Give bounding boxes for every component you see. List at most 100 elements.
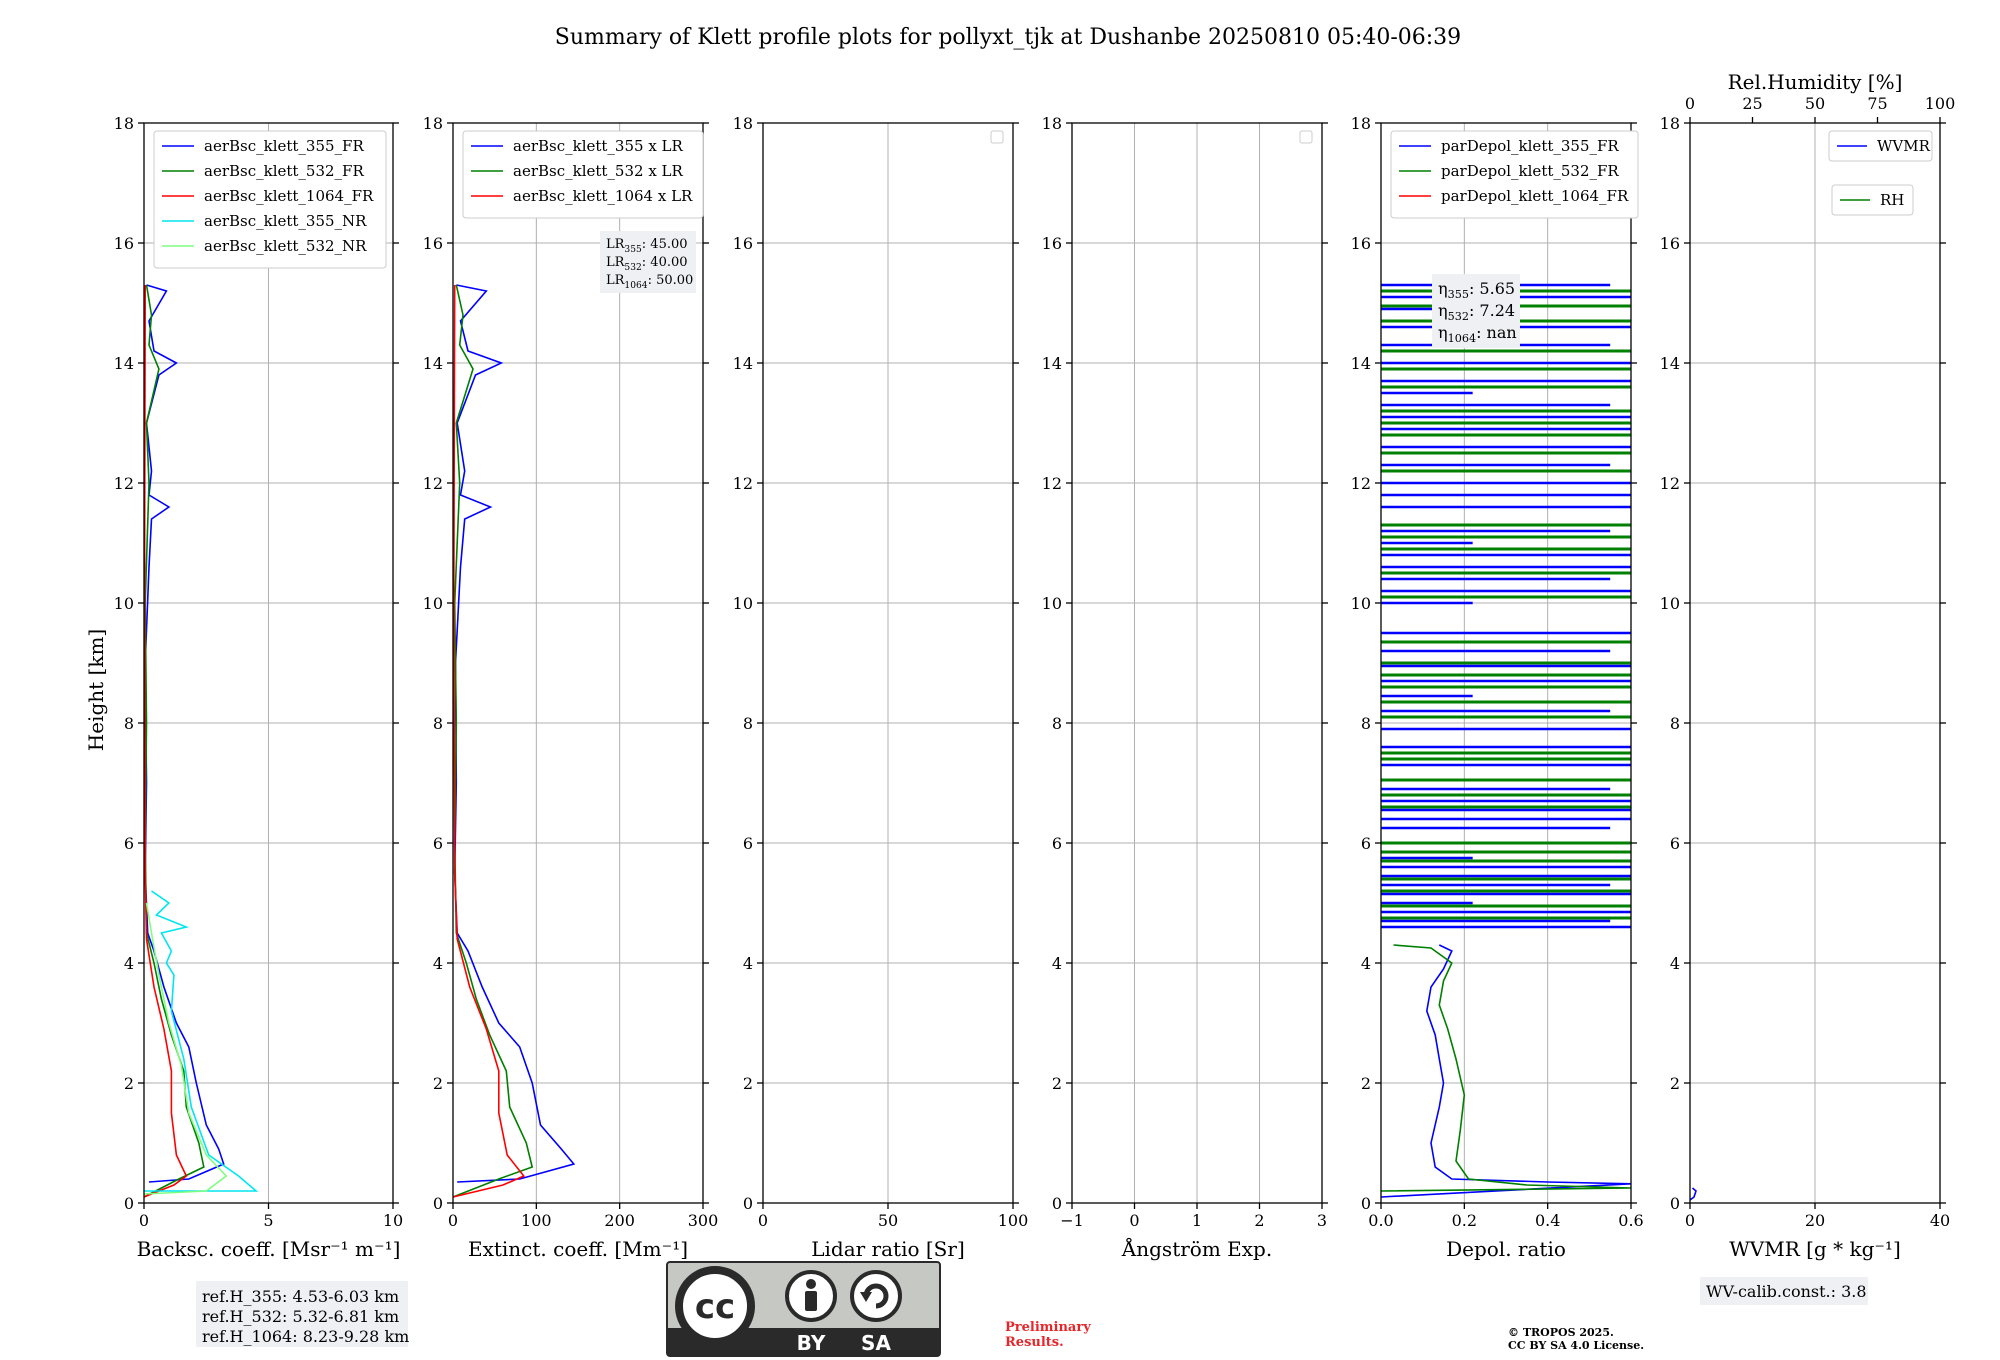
chart-panel-lidar-ratio: 0 50 100 0 2 4 6 8 10 12 14 16 18 Lidar ratio [Sr] — [733, 114, 1029, 1261]
x-axis-label: WVMR [g * kg⁻¹] — [1729, 1237, 1901, 1261]
y-tick-label: 16 — [1351, 234, 1371, 253]
y-tick-label: 6 — [1670, 834, 1680, 853]
x-tick-label: 200 — [604, 1211, 635, 1230]
y-tick-label: 18 — [733, 114, 753, 133]
top-x-tick-label: 25 — [1742, 94, 1762, 113]
license-cc-text: cc — [695, 1287, 735, 1327]
x-tick-label: 0.6 — [1618, 1211, 1643, 1230]
attribution-person-icon — [785, 1270, 837, 1322]
angstrom-info-box-bg — [1432, 274, 1520, 348]
reference-height-line: ref.H_355: 4.53-6.03 km — [202, 1287, 399, 1306]
info-subscript: 1064 — [1448, 332, 1476, 345]
x-tick-label: 40 — [1930, 1211, 1950, 1230]
x-axis-label: Extinct. coeff. [Mm⁻¹] — [468, 1237, 688, 1261]
x-tick-label: 0 — [448, 1211, 458, 1230]
y-tick-label: 0 — [1670, 1194, 1680, 1213]
legend-frame — [153, 130, 387, 269]
y-tick-label: 8 — [1052, 714, 1062, 733]
reference-height-line: ref.H_1064: 8.23-9.28 km — [202, 1327, 409, 1346]
legend: WVMR — [1828, 130, 1933, 162]
y-tick-label: 2 — [124, 1074, 134, 1093]
y-tick-label: 4 — [1361, 954, 1371, 973]
info-label: η — [1438, 301, 1448, 320]
axes-frame — [143, 122, 394, 1204]
series-line-aerBsc_klett_355_FR — [144, 284, 225, 1183]
legend-entry: aerBsc_klett_355 x LR — [513, 137, 684, 155]
series-line-parDepol_klett_532_FR — [1380, 944, 1632, 1192]
y-tick-label: 8 — [1361, 714, 1371, 733]
y-tick-label: 2 — [743, 1074, 753, 1093]
series-line-aerBsc_klett_1064_FR — [143, 284, 188, 1198]
info-subscript: 355 — [1448, 288, 1469, 301]
info-label: η — [1438, 279, 1448, 298]
legend: aerBsc_klett_355 x LR aerBsc_klett_532 x … — [462, 130, 704, 219]
y-tick-label: 14 — [1042, 354, 1062, 373]
y-tick-label: 2 — [1670, 1074, 1680, 1093]
x-axis-label: Depol. ratio — [1446, 1237, 1566, 1261]
legend-frame — [1828, 130, 1933, 162]
y-tick-label: 4 — [124, 954, 134, 973]
x-axis-label: Lidar ratio [Sr] — [811, 1237, 965, 1261]
y-tick-label: 14 — [423, 354, 443, 373]
info-label: LR — [606, 237, 626, 252]
footer: cc BY SA Preliminary Results. © TROPOS 2… — [666, 1261, 1644, 1357]
y-tick-label: 14 — [1351, 354, 1371, 373]
reference-height-line: ref.H_532: 5.32-6.81 km — [202, 1307, 399, 1326]
y-tick-label: 18 — [1351, 114, 1371, 133]
info-subscript: 532 — [1448, 310, 1469, 323]
legend-entry: aerBsc_klett_532_FR — [204, 162, 364, 180]
x-axis-label: Ångström Exp. — [1121, 1236, 1272, 1261]
info-value: : nan — [1476, 323, 1517, 342]
chart-panel-depol: 0.0 0.2 0.4 0.6 0 2 4 6 8 10 12 14 16 18 Depol. ratio p… — [1351, 114, 1644, 1261]
y-tick-label: 6 — [743, 834, 753, 853]
y-tick-label: 10 — [1660, 594, 1680, 613]
y-tick-label: 12 — [1351, 474, 1371, 493]
legend-entry: RH — [1880, 191, 1904, 209]
x-tick-label: −1 — [1060, 1211, 1084, 1230]
legend-entry: aerBsc_klett_1064 x LR — [513, 187, 693, 205]
y-tick-label: 0 — [743, 1194, 753, 1213]
info-value: : 40.00 — [642, 255, 688, 270]
info-value: : 7.24 — [1469, 301, 1515, 320]
axes-frame — [762, 122, 1014, 1204]
y-tick-label: 16 — [1660, 234, 1680, 253]
lidar-ratio-info-box-line: LR355: 45.00 — [606, 237, 688, 255]
reference-heights-bg — [196, 1281, 408, 1347]
y-tick-label: 12 — [1660, 474, 1680, 493]
license-badge: cc BY SA — [666, 1261, 941, 1357]
info-label: LR — [606, 273, 626, 288]
license-sa-text: SA — [861, 1331, 891, 1355]
share-alike-icon — [850, 1270, 902, 1322]
x-tick-label: 20 — [1805, 1211, 1825, 1230]
license-by-text: BY — [797, 1331, 826, 1355]
chart-panel-backscatter: 0 5 10 0 2 4 6 8 10 12 14 16 18 Backsc. coeff. [Msr⁻¹… — [114, 114, 409, 1347]
y-tick-label: 2 — [433, 1074, 443, 1093]
info-label: LR — [606, 255, 626, 270]
axes-frame — [1380, 122, 1632, 1204]
series-line-aerBsc_klett_355 x LR — [453, 284, 576, 1183]
x-tick-label: 0.0 — [1368, 1211, 1393, 1230]
legend-entry: parDepol_klett_355_FR — [1441, 137, 1619, 155]
y-tick-label: 2 — [1052, 1074, 1062, 1093]
y-tick-label: 14 — [733, 354, 753, 373]
legend-rh: RH — [1831, 184, 1914, 216]
info-label: η — [1438, 323, 1448, 342]
y-tick-label: 18 — [114, 114, 134, 133]
y-tick-label: 4 — [743, 954, 753, 973]
preliminary-label-line2: Results. — [1005, 1335, 1064, 1350]
x-tick-label: 0 — [139, 1211, 149, 1230]
y-tick-label: 10 — [114, 594, 134, 613]
empty-legend-box — [990, 130, 1004, 144]
legend-entry: aerBsc_klett_532 x LR — [513, 162, 684, 180]
y-tick-label: 16 — [114, 234, 134, 253]
legend-entry: WVMR — [1877, 137, 1931, 155]
top-x-axis-label: Rel.Humidity [%] — [1728, 70, 1903, 94]
y-tick-label: 6 — [1052, 834, 1062, 853]
y-tick-label: 10 — [1042, 594, 1062, 613]
y-tick-label: 14 — [114, 354, 134, 373]
x-tick-label: 2 — [1254, 1211, 1264, 1230]
legend-entry: parDepol_klett_532_FR — [1441, 162, 1619, 180]
